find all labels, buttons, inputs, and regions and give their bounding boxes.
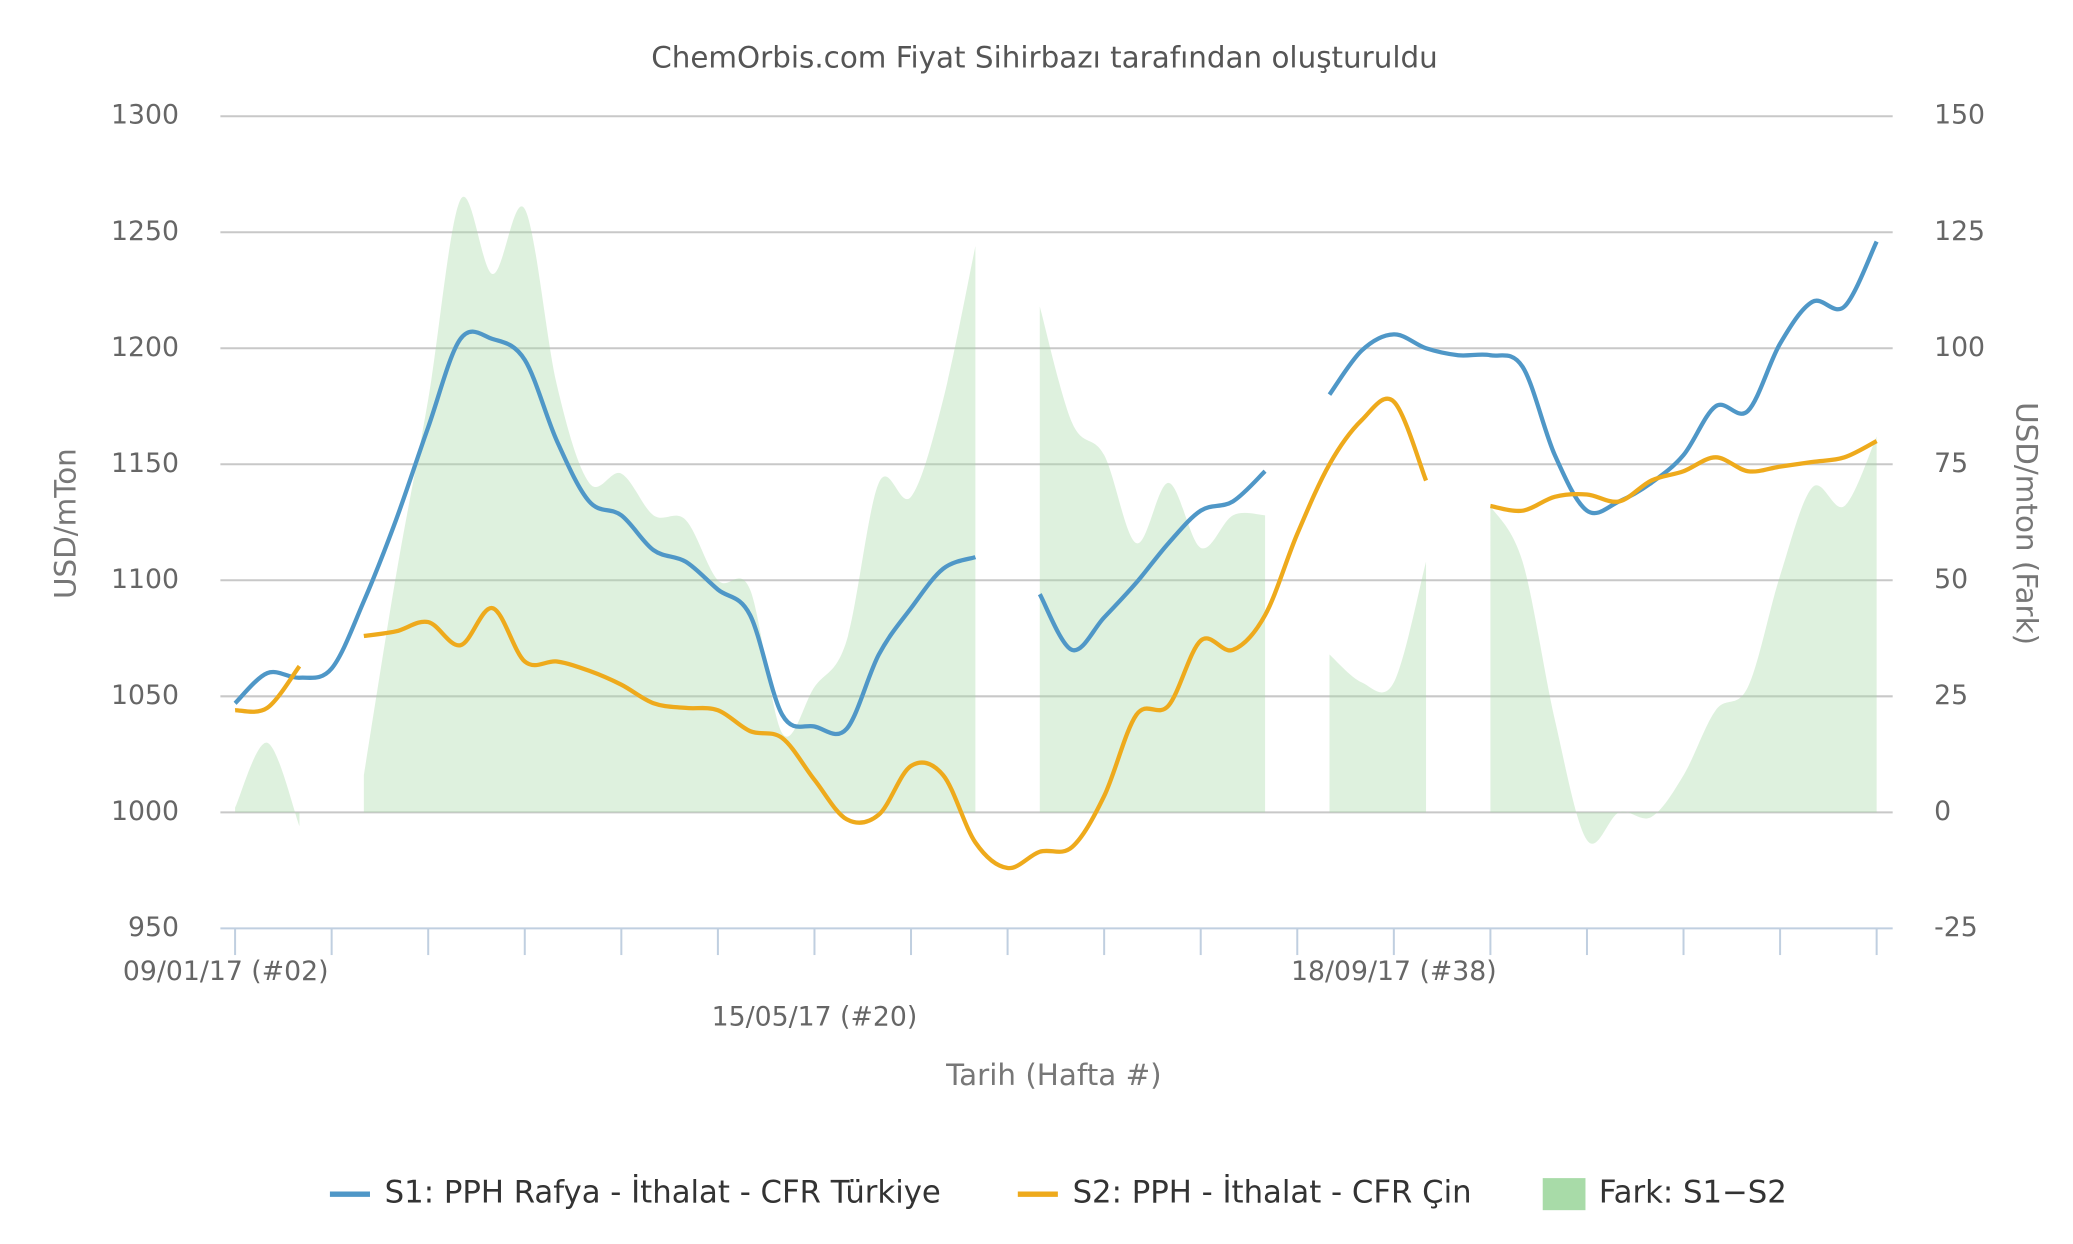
y2-axis-title: USD/mton (Fark): [2009, 402, 2043, 645]
legend-swatch: [1542, 1178, 1586, 1211]
y-tick-label: 1300: [111, 100, 179, 131]
y2-tick-label: 100: [1934, 332, 1985, 363]
y2-tick-label: 150: [1934, 100, 1985, 131]
y-tick-label: 1150: [111, 448, 179, 479]
line: [1490, 439, 1878, 514]
y-tick-label: 1000: [111, 796, 179, 827]
y-tick-label: 1100: [111, 564, 179, 595]
y2-tick-label: 125: [1934, 216, 1985, 247]
x-tick-label: 15/05/17 (#20): [712, 1001, 918, 1032]
y2-tick-label: 50: [1934, 564, 1968, 595]
line: [233, 329, 977, 737]
y-tick-label: 1250: [111, 216, 179, 247]
y-tick-label: 950: [128, 912, 179, 943]
area: [1490, 436, 1877, 844]
legend-label: S1: PPH Rafya - İthalat - CFR Türkiye: [385, 1175, 941, 1211]
y-tick-label: 1050: [111, 680, 179, 711]
legend-label: S2: PPH - İthalat - CFR Çin: [1073, 1175, 1472, 1211]
line: [363, 396, 1429, 871]
y2-tick-label: -25: [1934, 912, 1978, 943]
x-tick-label: 18/09/17 (#38): [1291, 956, 1497, 987]
y-tick-label: 1200: [111, 332, 179, 363]
area: [1329, 561, 1427, 813]
y-axis-title: USD/mTon: [48, 448, 82, 599]
area: [363, 196, 976, 813]
y2-tick-label: 25: [1934, 680, 1968, 711]
y2-tick-label: 0: [1934, 796, 1951, 827]
area: [235, 742, 300, 827]
chart-title: ChemOrbis.com Fiyat Sihirbazı tarafından…: [651, 40, 1438, 74]
line: [1037, 469, 1267, 653]
grid: [220, 115, 1893, 814]
x-tick-label: 09/01/17 (#02): [123, 956, 329, 987]
y2-tick-label: 75: [1934, 448, 1968, 479]
x-axis-title: Tarih (Hafta #): [945, 1058, 1162, 1092]
line: [1327, 240, 1879, 516]
line: [234, 664, 302, 714]
legend-label: Fark: S1−S2: [1599, 1175, 1787, 1211]
